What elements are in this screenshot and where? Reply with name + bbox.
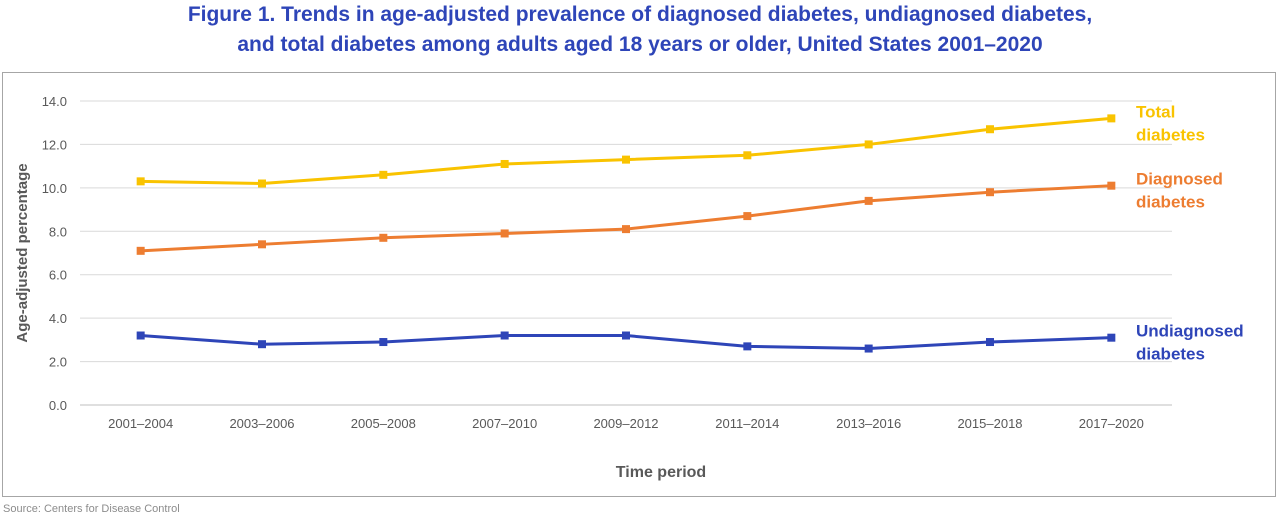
x-axis-title: Time period xyxy=(616,464,706,481)
data-point xyxy=(500,159,509,168)
series-label: Undiagnosed xyxy=(1136,322,1244,341)
chart-frame xyxy=(2,72,1276,497)
x-tick-label: 2015–2018 xyxy=(957,416,1022,431)
y-tick-label: 2.0 xyxy=(49,355,67,370)
y-tick-label: 8.0 xyxy=(49,224,67,239)
x-tick-label: 2003–2006 xyxy=(229,416,294,431)
data-point xyxy=(136,246,145,255)
series-label: diabetes xyxy=(1136,345,1205,364)
x-tick-label: 2017–2020 xyxy=(1079,416,1144,431)
x-tick-label: 2013–2016 xyxy=(836,416,901,431)
data-point xyxy=(864,140,873,149)
data-point xyxy=(986,338,994,347)
chart-title: Figure 1. Trends in age-adjusted prevale… xyxy=(0,0,1280,60)
data-point xyxy=(622,331,630,340)
data-point xyxy=(500,331,509,340)
y-tick-label: 14.0 xyxy=(42,94,67,109)
data-point xyxy=(743,151,752,160)
data-point xyxy=(258,179,266,188)
chart-title-line-2: and total diabetes among adults aged 18 … xyxy=(237,33,1043,56)
series-label: diabetes xyxy=(1136,193,1205,212)
data-point xyxy=(864,344,873,353)
y-tick-label: 10.0 xyxy=(42,181,67,196)
data-point xyxy=(258,340,266,349)
data-point xyxy=(379,233,388,242)
data-point xyxy=(743,342,752,351)
data-point xyxy=(379,338,388,347)
data-point xyxy=(743,212,752,221)
data-point xyxy=(622,225,630,234)
data-point xyxy=(1107,114,1116,123)
y-tick-label: 12.0 xyxy=(42,137,67,152)
x-tick-label: 2001–2004 xyxy=(108,416,173,431)
y-axis-title: Age-adjusted percentage xyxy=(14,163,31,342)
data-point xyxy=(500,229,509,238)
chart-title-line-1: Figure 1. Trends in age-adjusted prevale… xyxy=(187,3,1093,26)
series-line xyxy=(140,116,1112,186)
data-point xyxy=(1107,181,1116,190)
y-tick-label: 0.0 xyxy=(49,398,67,413)
series-label: Total xyxy=(1136,102,1175,121)
data-point xyxy=(136,331,145,340)
data-point xyxy=(622,155,630,164)
x-tick-label: 2007–2010 xyxy=(472,416,537,431)
data-point xyxy=(864,196,873,205)
x-tick-label: 2009–2012 xyxy=(593,416,658,431)
series-line xyxy=(140,184,1112,253)
data-point xyxy=(258,240,266,249)
series-label: Diagnosed xyxy=(1136,170,1223,189)
data-point xyxy=(136,177,145,186)
series-label: diabetes xyxy=(1136,125,1205,144)
source-note: Source: Centers for Disease Control xyxy=(3,503,180,515)
data-point xyxy=(986,125,994,134)
x-tick-label: 2005–2008 xyxy=(351,416,416,431)
x-tick-label: 2011–2014 xyxy=(715,416,779,431)
y-tick-label: 6.0 xyxy=(49,268,67,283)
data-point xyxy=(1107,333,1116,342)
data-point xyxy=(986,188,994,197)
data-point xyxy=(379,170,388,179)
y-tick-label: 4.0 xyxy=(49,311,67,326)
